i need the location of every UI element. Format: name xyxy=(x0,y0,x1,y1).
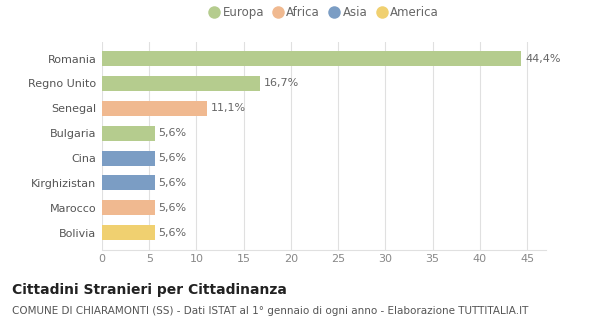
Bar xyxy=(102,200,155,215)
Text: 5,6%: 5,6% xyxy=(158,228,187,238)
Legend: Europa, Africa, Asia, America: Europa, Africa, Asia, America xyxy=(205,2,443,24)
Text: 5,6%: 5,6% xyxy=(158,153,187,163)
Text: COMUNE DI CHIARAMONTI (SS) - Dati ISTAT al 1° gennaio di ogni anno - Elaborazion: COMUNE DI CHIARAMONTI (SS) - Dati ISTAT … xyxy=(12,306,529,316)
Text: 11,1%: 11,1% xyxy=(211,103,246,113)
Bar xyxy=(102,76,260,91)
Bar xyxy=(102,151,155,165)
Text: 44,4%: 44,4% xyxy=(525,53,561,63)
Bar xyxy=(102,101,207,116)
Text: 5,6%: 5,6% xyxy=(158,203,187,213)
Text: 16,7%: 16,7% xyxy=(263,78,299,88)
Bar xyxy=(102,51,521,66)
Bar xyxy=(102,126,155,140)
Bar xyxy=(102,175,155,190)
Text: 5,6%: 5,6% xyxy=(158,128,187,138)
Bar xyxy=(102,225,155,240)
Text: Cittadini Stranieri per Cittadinanza: Cittadini Stranieri per Cittadinanza xyxy=(12,283,287,297)
Text: 5,6%: 5,6% xyxy=(158,178,187,188)
